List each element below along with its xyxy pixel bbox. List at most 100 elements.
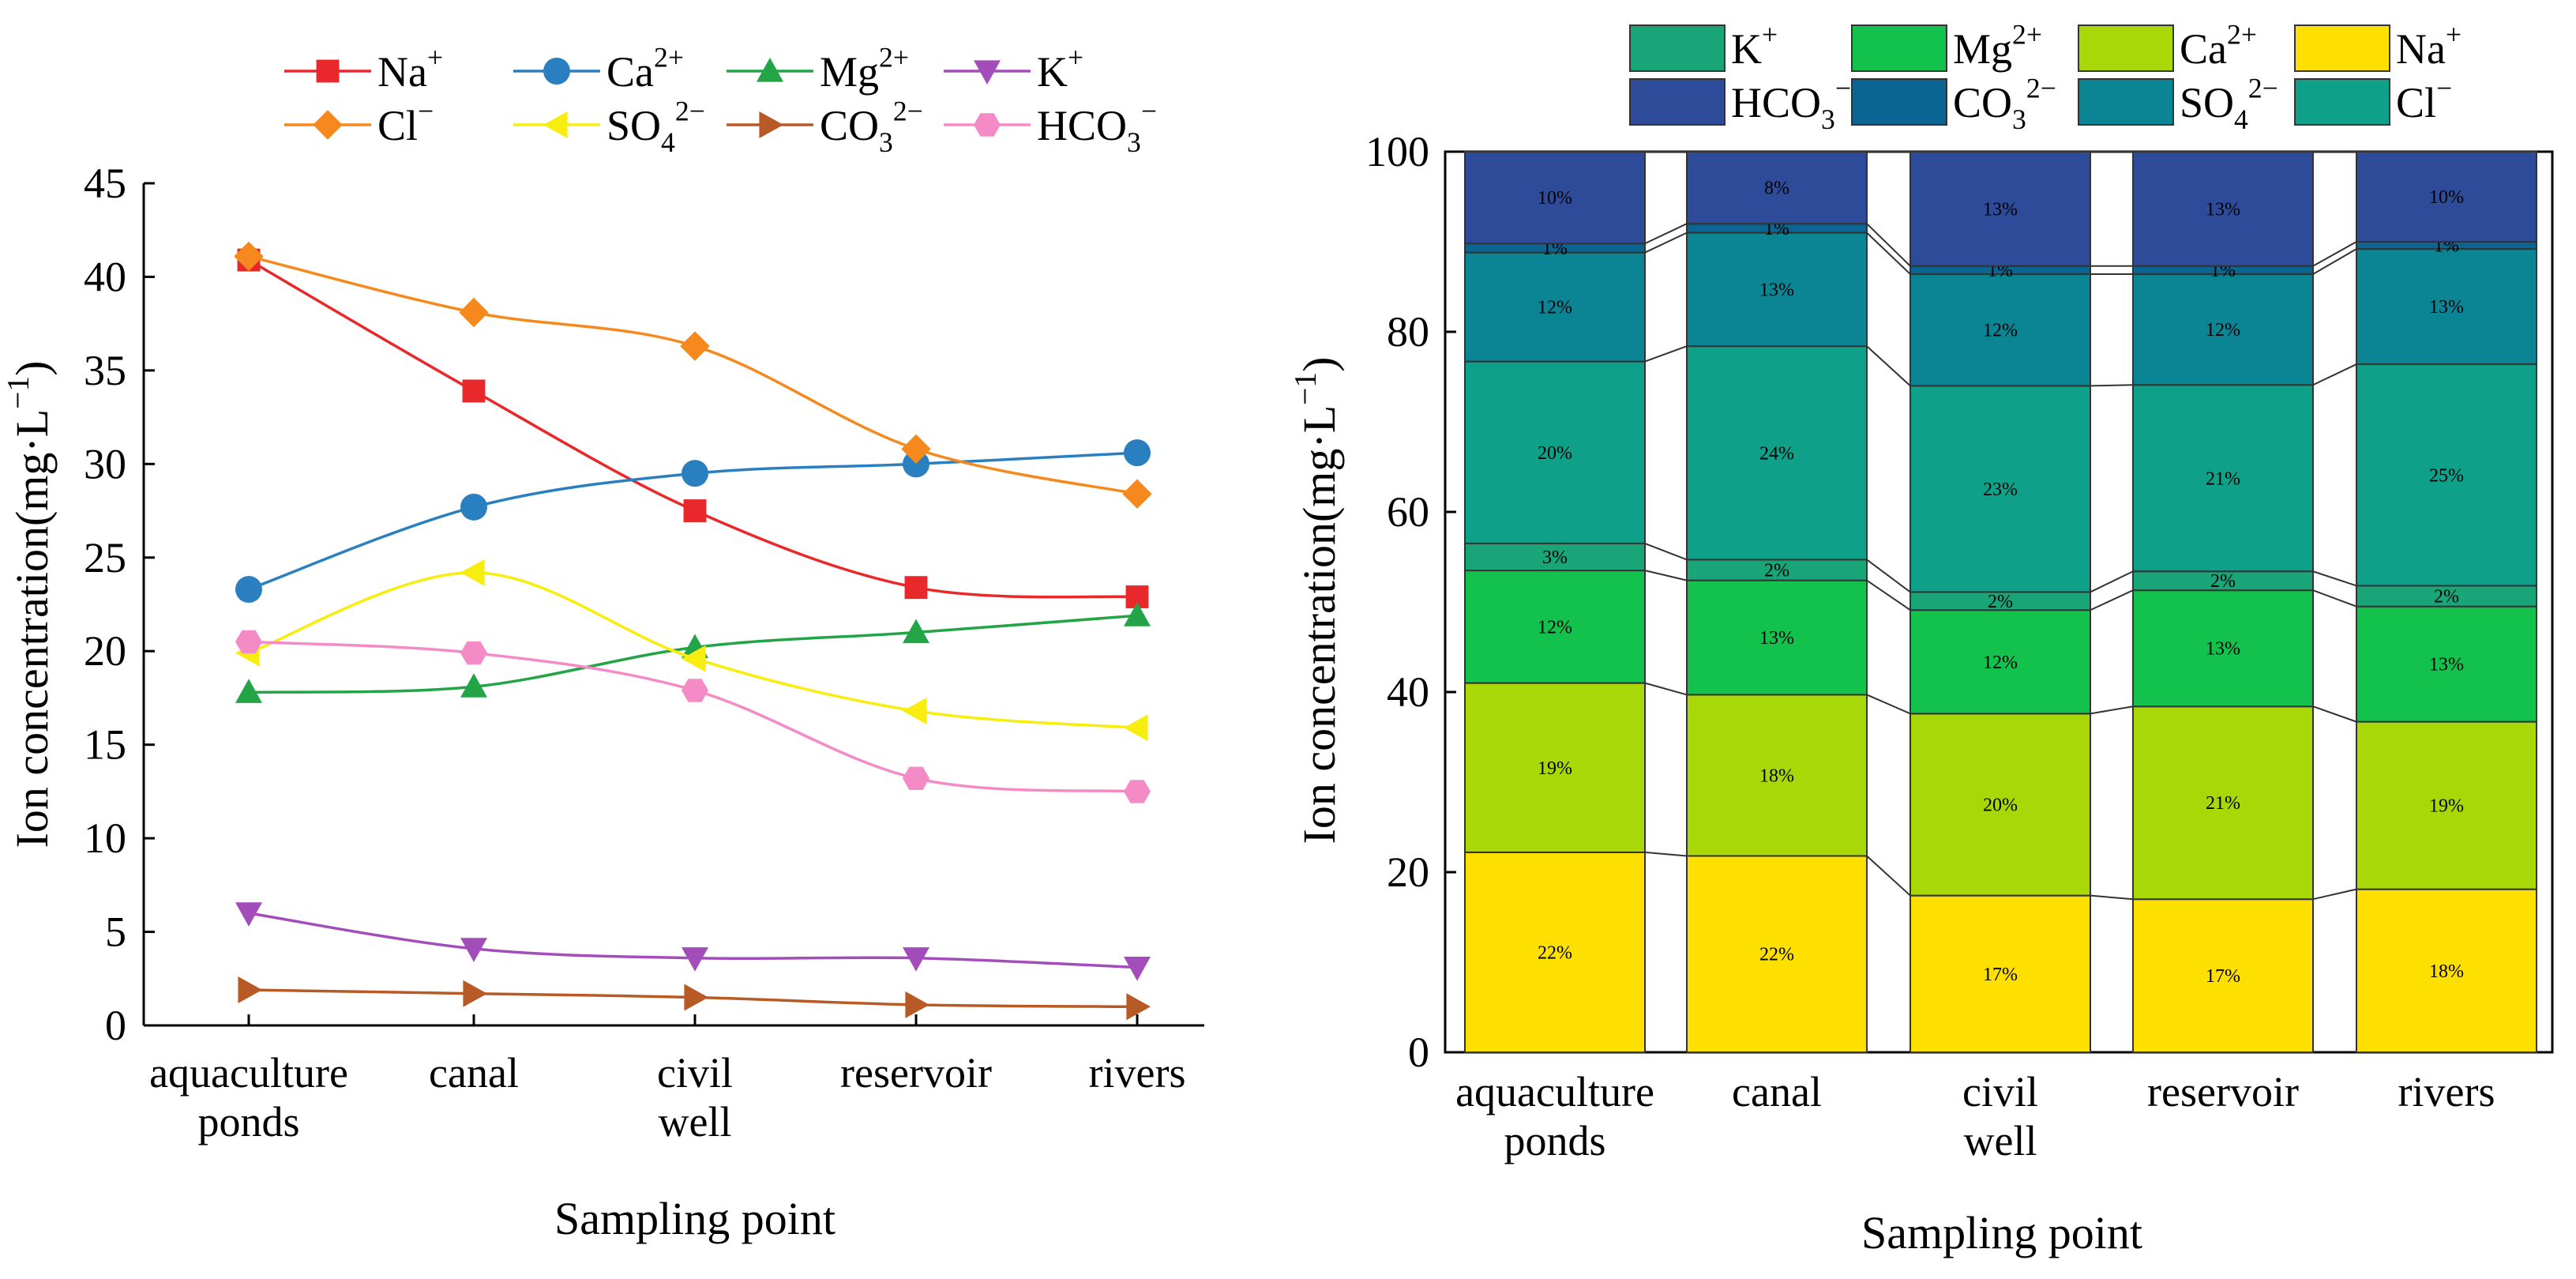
data-point (459, 297, 489, 328)
bar-segment-label: 2% (1988, 592, 2013, 612)
bars: 22%19%12%3%20%12%1%10%22%18%13%2%24%13%1… (1464, 151, 2537, 1054)
data-point (235, 576, 262, 604)
bar-segment (1686, 231, 1868, 348)
connector-line (2312, 241, 2357, 267)
data-point (462, 379, 486, 403)
x-tick-label: reservoir (2147, 1068, 2299, 1115)
bar-segment (2356, 363, 2537, 587)
bar-segment (1464, 682, 1646, 853)
legend-swatch (1851, 78, 1947, 126)
bar-segment (2132, 151, 2314, 267)
bar-segment-label: 2% (2434, 587, 2459, 608)
bar-segment (1464, 360, 1646, 544)
x-tick-label: civil (657, 1049, 733, 1097)
legend-marker (313, 110, 343, 140)
bar-segment (1909, 273, 2091, 387)
legend-swatch (1629, 78, 1725, 126)
connector-line (2312, 888, 2357, 901)
data-point (460, 938, 487, 962)
connector-line (1644, 570, 1688, 581)
legend-item: Ca2+ (513, 42, 684, 96)
legend-item: HCO3− (1629, 73, 1851, 135)
bar-segment-label: 17% (1983, 965, 2018, 985)
connector-line (2312, 248, 2357, 275)
bar-segment-label: 22% (1759, 945, 1794, 965)
data-point (903, 766, 929, 790)
series-hco-line (235, 630, 1151, 803)
x-tick-label: aquaculture (149, 1049, 348, 1097)
bar-segment (2132, 384, 2314, 573)
bar-segment-label: 21% (2206, 793, 2240, 814)
data-point (903, 619, 929, 644)
bar-segment (2356, 888, 2537, 1054)
y-tick-label: 5 (105, 908, 126, 956)
connector-line (1866, 223, 1911, 267)
connector-line (1866, 694, 1911, 715)
bar-segment-label: 2% (2210, 571, 2236, 592)
connector-line (2312, 705, 2357, 723)
connector-line (1866, 579, 1911, 611)
x-tick-label: ponds (1504, 1117, 1605, 1164)
legend-item: Na+ (2294, 19, 2461, 73)
x-tick-label: canal (1732, 1068, 1822, 1115)
bar-segment-label: 13% (1759, 280, 1794, 300)
bar-segment (1464, 851, 1646, 1054)
legend-label: SO42− (606, 96, 705, 158)
legend-label: HCO3− (1731, 73, 1851, 135)
data-point (683, 499, 707, 523)
data-point (1122, 479, 1152, 509)
bar-segment-label: 18% (1759, 766, 1794, 786)
series-ca-line (235, 439, 1151, 604)
series-cl-line (234, 241, 1152, 509)
y-tick-label: 45 (84, 160, 126, 207)
connector-line (1644, 231, 1688, 254)
x-axis-title: Sampling point (1861, 1207, 2142, 1258)
legend-swatch (2078, 24, 2174, 72)
data-point (1124, 602, 1151, 626)
bar-segment-label: 18% (2429, 961, 2464, 982)
data-point (903, 698, 927, 724)
connector-lines (1644, 151, 2357, 901)
bar-segment-label: 13% (1759, 628, 1794, 649)
connector-line (1866, 855, 1911, 897)
connector-line (1644, 223, 1688, 245)
bar-stack: 22%19%12%3%20%12%1%10% (1464, 151, 1646, 1054)
bar-segment (2356, 585, 2537, 608)
bar-segment-label: 2% (1764, 561, 1789, 581)
legend-marker (974, 113, 1001, 137)
bar-segment (1909, 609, 2091, 715)
bar-segment-label: 19% (1538, 758, 1572, 779)
y-tick-label: 60 (1387, 488, 1429, 536)
connector-line (2090, 570, 2134, 593)
data-point (463, 980, 487, 1007)
bar-segment (2356, 151, 2537, 243)
bar-segment-label: 12% (1983, 321, 2018, 341)
connector-line (1644, 851, 1688, 857)
series-line (248, 258, 1138, 599)
bar-stack: 17%20%12%2%23%12%1%13% (1909, 151, 2091, 1054)
data-point (680, 331, 710, 361)
x-tick-label: civil (1962, 1068, 2038, 1115)
bar-segment (1464, 151, 1646, 245)
legend-item: SO42− (2078, 73, 2278, 135)
x-tick-label: well (1964, 1117, 2037, 1164)
data-point (682, 679, 708, 702)
x-tick-label: well (659, 1098, 732, 1145)
bar-segment (2356, 248, 2537, 366)
legend-marker (759, 111, 783, 138)
data-point (1124, 957, 1151, 981)
data-point (1124, 780, 1151, 803)
connector-line (2312, 570, 2357, 587)
connector-line (2090, 705, 2134, 715)
y-tick-label: 10 (84, 814, 126, 862)
bar-segment-label: 22% (1538, 942, 1572, 963)
bar-segment (1909, 894, 2091, 1054)
bar-segment-label: 8% (1764, 179, 1789, 199)
bar-segment-label: 21% (2206, 468, 2240, 489)
y-tick-label: 0 (1408, 1029, 1429, 1076)
data-point (460, 673, 487, 698)
legend-item: SO42− (513, 96, 705, 158)
y-axis-title: Ion concentration(mg·L−1) (1288, 357, 1345, 845)
